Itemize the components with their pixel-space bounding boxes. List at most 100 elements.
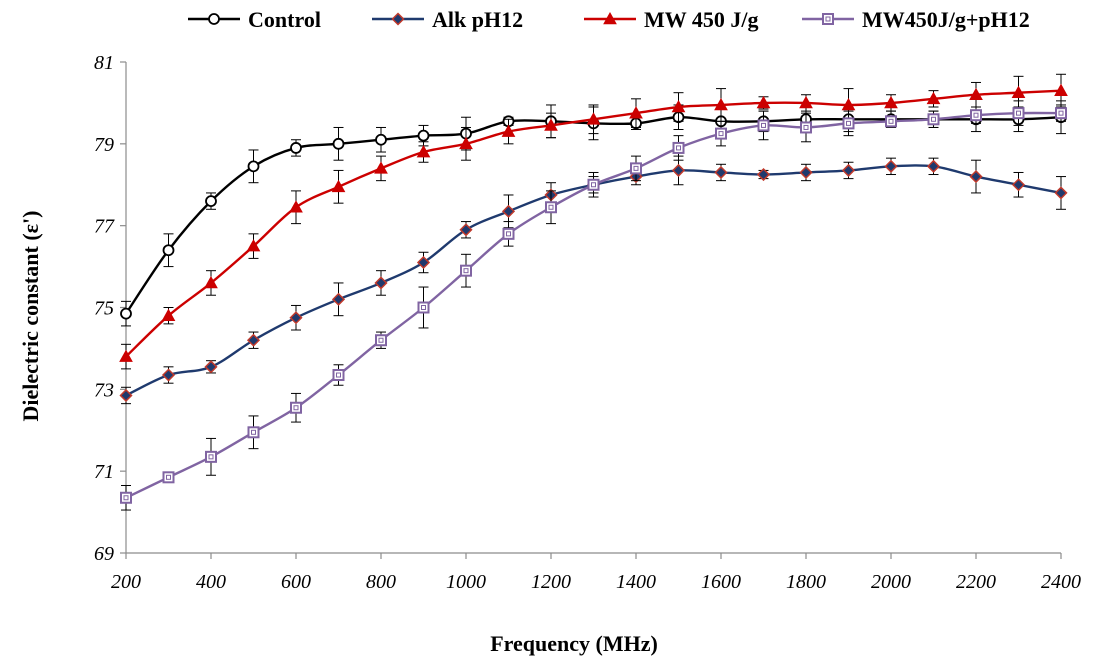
- marker-square: [842, 117, 855, 130]
- marker-square-inner: [548, 204, 554, 210]
- data-point: [969, 170, 983, 184]
- x-tick-label: 200: [111, 571, 141, 593]
- legend-item-0: Control: [188, 7, 321, 32]
- marker-square: [417, 301, 430, 314]
- data-point: [926, 91, 941, 105]
- x-tick-label: 2000: [871, 571, 911, 593]
- data-point: [671, 99, 686, 113]
- marker-square-inner: [293, 405, 299, 411]
- legend-item-2: MW 450 J/g: [584, 7, 758, 32]
- data-point: [374, 276, 388, 290]
- marker-square-inner: [378, 337, 384, 343]
- legend-item-3: MW450J/g+pH12: [802, 7, 1030, 32]
- data-point: [545, 201, 557, 214]
- data-point: [247, 160, 260, 173]
- legend-label: Control: [248, 7, 321, 32]
- marker-square: [1055, 107, 1067, 120]
- x-tick-label: 1400: [616, 571, 656, 593]
- y-tick-label: 75: [94, 298, 114, 320]
- x-tick-label: 1200: [531, 571, 571, 593]
- data-point: [671, 163, 686, 177]
- x-tick-label: 800: [366, 571, 396, 593]
- data-point: [629, 106, 643, 119]
- data-point: [416, 144, 431, 158]
- data-point: [885, 115, 897, 128]
- data-point: [417, 129, 430, 142]
- marker-square: [1012, 107, 1025, 120]
- marker-square-inner: [506, 231, 511, 237]
- data-point: [162, 471, 175, 484]
- marker-square-inner: [803, 124, 809, 130]
- marker-square-inner: [336, 372, 341, 378]
- legend-label: MW 450 J/g: [644, 7, 758, 32]
- marker-square-inner: [1016, 110, 1021, 116]
- marker-square-inner: [1058, 110, 1064, 116]
- data-point: [119, 388, 133, 403]
- legend-label: Alk pH12: [432, 7, 523, 32]
- legend-marker: [822, 13, 834, 25]
- x-tick-label: 2200: [956, 571, 996, 593]
- y-tick-label: 69: [94, 543, 114, 565]
- data-point: [630, 162, 642, 175]
- y-axis-title: Dielectric constant (ε'): [18, 211, 43, 422]
- data-point: [331, 179, 346, 193]
- data-point: [970, 109, 982, 122]
- data-point: [332, 369, 345, 382]
- data-point: [290, 401, 302, 414]
- data-point: [799, 95, 813, 109]
- marker-square: [545, 201, 557, 214]
- data-point: [927, 113, 940, 126]
- data-point: [501, 124, 516, 137]
- data-point: [502, 227, 515, 240]
- marker-square: [162, 471, 175, 484]
- data-point: [1054, 83, 1068, 96]
- x-axis-title: Frequency (MHz): [490, 631, 658, 656]
- data-point: [332, 137, 345, 150]
- data-point: [331, 292, 346, 306]
- data-point: [1055, 107, 1067, 120]
- data-point: [587, 178, 600, 191]
- marker-square: [822, 13, 834, 25]
- data-point: [459, 136, 473, 150]
- marker-square-inner: [166, 474, 171, 480]
- data-point: [205, 450, 217, 463]
- x-tick-label: 2400: [1041, 571, 1081, 593]
- marker-square: [672, 141, 685, 154]
- data-point: [204, 275, 218, 289]
- data-point: [246, 333, 261, 347]
- series-line: [125, 164, 1062, 397]
- data-point: [375, 334, 387, 347]
- legend-marker: [603, 11, 617, 25]
- marker-square: [970, 109, 982, 122]
- marker-square-inner: [633, 165, 639, 171]
- data-point: [842, 117, 855, 130]
- data-point: [1012, 107, 1025, 120]
- marker-square: [205, 450, 217, 463]
- data-point: [714, 97, 728, 111]
- plot-series: [119, 73, 1068, 511]
- data-point: [120, 307, 132, 320]
- data-point: [800, 121, 812, 134]
- marker-square-inner: [463, 268, 469, 274]
- data-point: [374, 161, 388, 174]
- data-point: [204, 360, 218, 374]
- data-point: [290, 142, 302, 154]
- marker-square-inner: [676, 145, 681, 151]
- data-point: [162, 244, 175, 257]
- x-tick-label: 600: [281, 571, 311, 593]
- data-point: [246, 239, 261, 252]
- marker-square: [247, 426, 260, 439]
- data-point: [416, 255, 431, 270]
- y-tick-label: 73: [94, 379, 114, 401]
- marker-square-inner: [825, 16, 831, 22]
- marker-square: [120, 491, 132, 504]
- marker-square: [587, 178, 600, 191]
- marker-square: [375, 334, 387, 347]
- data-point: [459, 223, 473, 237]
- marker-square: [502, 227, 515, 240]
- data-point: [715, 127, 727, 140]
- marker-square: [800, 121, 812, 134]
- data-point: [289, 311, 303, 325]
- y-tick-label: 77: [94, 216, 115, 238]
